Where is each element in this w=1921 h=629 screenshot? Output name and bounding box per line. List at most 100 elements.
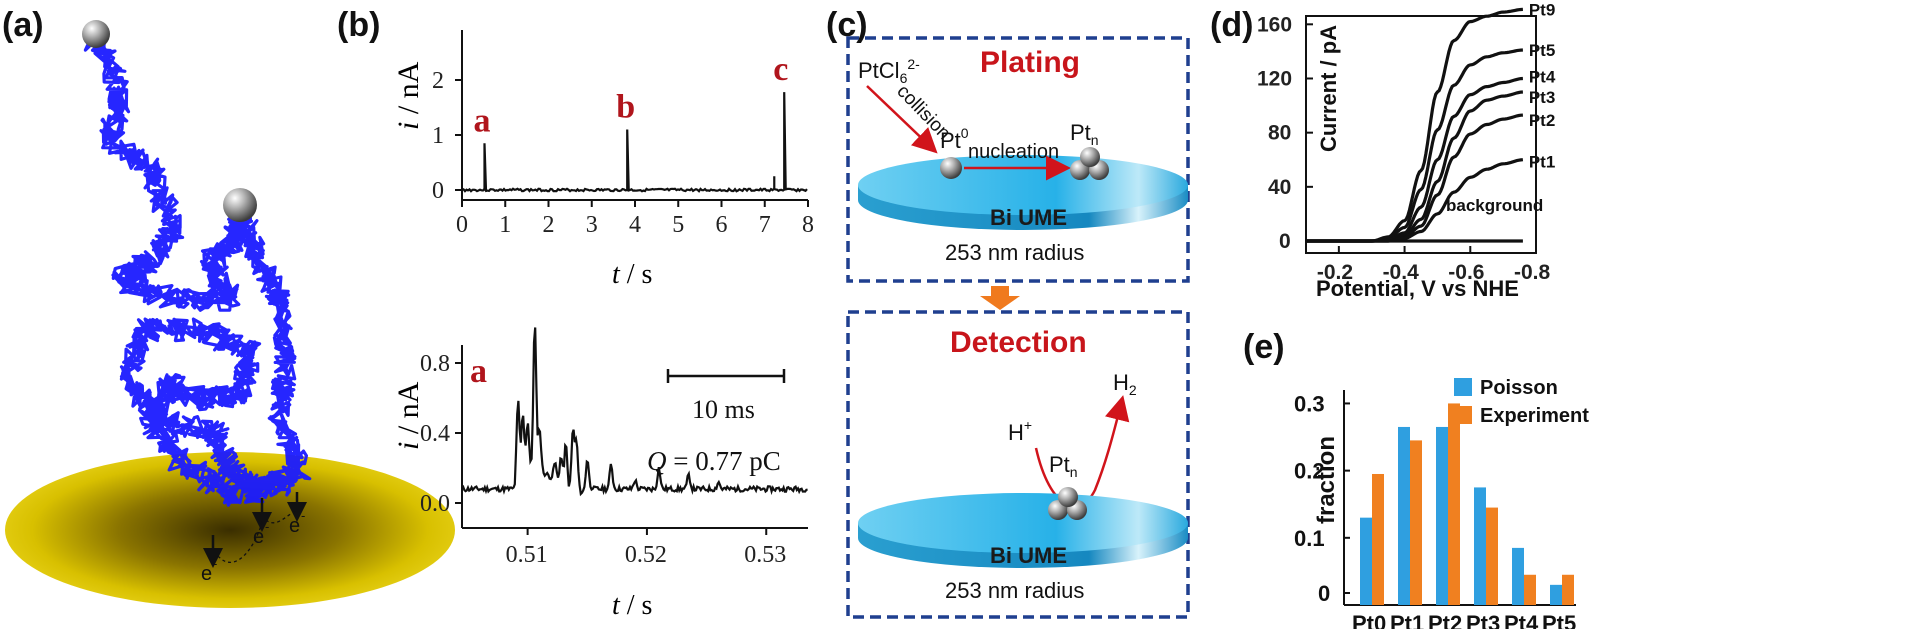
electron-label-2: e <box>253 526 264 548</box>
e-xticks: Pt0 Pt1 Pt2 Pt3 Pt4 Pt5 <box>1352 611 1576 629</box>
pt0-label: Pt0 <box>940 125 969 153</box>
e-xtick-label: Pt1 <box>1390 611 1424 629</box>
ptn-cluster-plating <box>1070 147 1109 180</box>
b-top-ylabel: i / nA <box>392 61 425 130</box>
d-curve-labels: Pt9 Pt5 Pt4 Pt3 Pt2 Pt1 background <box>1446 0 1556 215</box>
e-ylabel: fraction <box>1313 436 1340 524</box>
b-bottom-xlabel: t / s <box>612 590 652 621</box>
e-legend-swatch-poisson <box>1454 378 1472 396</box>
b-top-xlabel-t: t <box>612 259 621 290</box>
b-bottom-current-trace <box>461 327 808 497</box>
b-top-xtick-label: 3 <box>586 212 598 238</box>
e-legend-label-poisson: Poisson <box>1480 377 1558 399</box>
electron-hop-path-2 <box>265 511 298 524</box>
particle-sphere-end <box>223 188 257 222</box>
nucleation-label: nucleation <box>968 141 1059 163</box>
d-curve-label-Pt3: Pt3 <box>1529 88 1555 107</box>
d-curve-label-Pt2: Pt2 <box>1529 111 1555 130</box>
electron-label-3: e <box>289 515 300 537</box>
b-bottom-xtick-label: 0.52 <box>625 542 667 568</box>
b-top-xtick-label: 2 <box>543 212 555 238</box>
b-top-xlabel: t / s <box>612 259 652 290</box>
b-top-xtick-label: 4 <box>629 212 641 238</box>
b-top-xtick-label: 0 <box>456 212 468 238</box>
ptn-base-detection: Pt <box>1049 452 1070 477</box>
e-bar-poisson-Pt2 <box>1436 426 1448 605</box>
electron-label-1: e <box>201 563 212 585</box>
b-top-yticks: 0 1 2 <box>432 68 462 204</box>
d-ytick-label: 80 <box>1268 122 1291 145</box>
ptcl6-sub: 6 <box>900 70 908 86</box>
h2-label: H2 <box>1113 370 1137 398</box>
collision-arrow <box>866 85 938 154</box>
e-bar-experiment-Pt4 <box>1524 574 1536 605</box>
detection-title: Detection <box>950 326 1087 359</box>
pt0-base: Pt <box>940 128 961 153</box>
b-top-ylabel-i: i <box>392 122 425 130</box>
d-ytick-label: 40 <box>1268 176 1291 199</box>
b-bottom-xlabel-t: t <box>612 590 621 621</box>
b-top-xtick-label: 7 <box>759 212 771 238</box>
e-bar-poisson-Pt3 <box>1474 487 1486 605</box>
d-curve-label-Pt5: Pt5 <box>1529 41 1555 60</box>
d-plot-frame <box>1305 15 1537 254</box>
electron-sup-1: - <box>213 556 217 571</box>
ptcl6-base: PtCl <box>858 58 900 83</box>
detection-box-border <box>846 310 1190 619</box>
e-xtick-label: Pt4 <box>1504 611 1539 629</box>
ptn-cluster-detection <box>1048 487 1087 520</box>
electron-sup-2: - <box>265 519 269 534</box>
b-top-xtick-label: 5 <box>672 212 684 238</box>
h-reduction-arrow <box>1034 395 1130 508</box>
b-bottom-ylabel-i: i <box>392 442 425 450</box>
ptcl6-sup: 2- <box>907 56 920 72</box>
electron-hop-path-1 <box>217 521 263 563</box>
pt0-sup: 0 <box>961 125 969 141</box>
process-down-arrow <box>980 286 1020 310</box>
panel-e: (e) 0 0.1 0.2 0.3 Pt0 Pt1 Pt2 Pt3 Pt4 Pt5 Poisso… <box>1243 328 1589 629</box>
e-bar-poisson-Pt0 <box>1360 517 1372 605</box>
hplus-base: H <box>1008 420 1024 445</box>
d-xtick-label: -0.2 <box>1317 261 1353 284</box>
panel-b-label: (b) <box>337 6 380 44</box>
d-xtick-label: -0.4 <box>1383 261 1420 284</box>
scale-bar-label: 10 ms <box>692 395 755 424</box>
panel-b-top-plot: 0 1 2 3 4 5 6 7 8 0 1 2 a b c i / nA t / s <box>392 30 814 290</box>
d-xtick-label: -0.6 <box>1448 261 1484 284</box>
panel-a-label: (a) <box>2 6 44 44</box>
panel-c: (c) Plating PtCl62- collision Bi UME 253… <box>826 6 1190 619</box>
d-ytick-label: 120 <box>1257 67 1292 90</box>
b-top-xtick-label: 8 <box>802 212 814 238</box>
d-curve-label-Pt1: Pt1 <box>1529 153 1555 172</box>
b-bottom-xtick-label: 0.53 <box>744 542 786 568</box>
b-bottom-ytick-label: 0.8 <box>420 351 450 377</box>
d-curve-label-background: background <box>1446 196 1543 215</box>
d-curve-label-Pt4: Pt4 <box>1529 67 1556 86</box>
b-top-xtick-label: 6 <box>716 212 728 238</box>
e-xtick-label: Pt5 <box>1542 611 1576 629</box>
e-legend: Poisson Experiment <box>1454 377 1589 427</box>
e-bar-poisson-Pt1 <box>1398 426 1410 605</box>
b-top-xtick-label: 1 <box>499 212 511 238</box>
detection-electrode-label: Bi UME <box>990 543 1067 568</box>
e-ytick-label: 0.1 <box>1294 526 1325 551</box>
e-ytick-label: 0.3 <box>1294 391 1325 416</box>
b-top-ytick-label: 2 <box>432 68 444 94</box>
b-top-peak-label: c <box>773 51 788 88</box>
b-bottom-xtick-label: 0.51 <box>506 542 548 568</box>
b-bottom-peak-label: a <box>470 353 487 390</box>
plating-electrode-label: Bi UME <box>990 205 1067 230</box>
b-bottom-ytick-label: 0.0 <box>420 491 450 517</box>
e-xtick-label: Pt0 <box>1352 611 1386 629</box>
ptn-det-atom-3 <box>1058 487 1078 507</box>
detection-box: Detection H2 H+ Ptn Bi UME 253 nm radius <box>846 310 1190 619</box>
plating-box-border <box>846 36 1190 283</box>
electron-transfer-group: e - e - e - <box>201 492 307 585</box>
h2-base: H <box>1113 370 1129 395</box>
d-yticks: 0 40 80 120 160 <box>1257 13 1313 253</box>
particle-sphere-start <box>82 20 110 48</box>
pt0-atom <box>940 157 962 179</box>
e-bar-experiment-Pt0 <box>1372 473 1384 605</box>
e-xtick-label: Pt2 <box>1428 611 1462 629</box>
